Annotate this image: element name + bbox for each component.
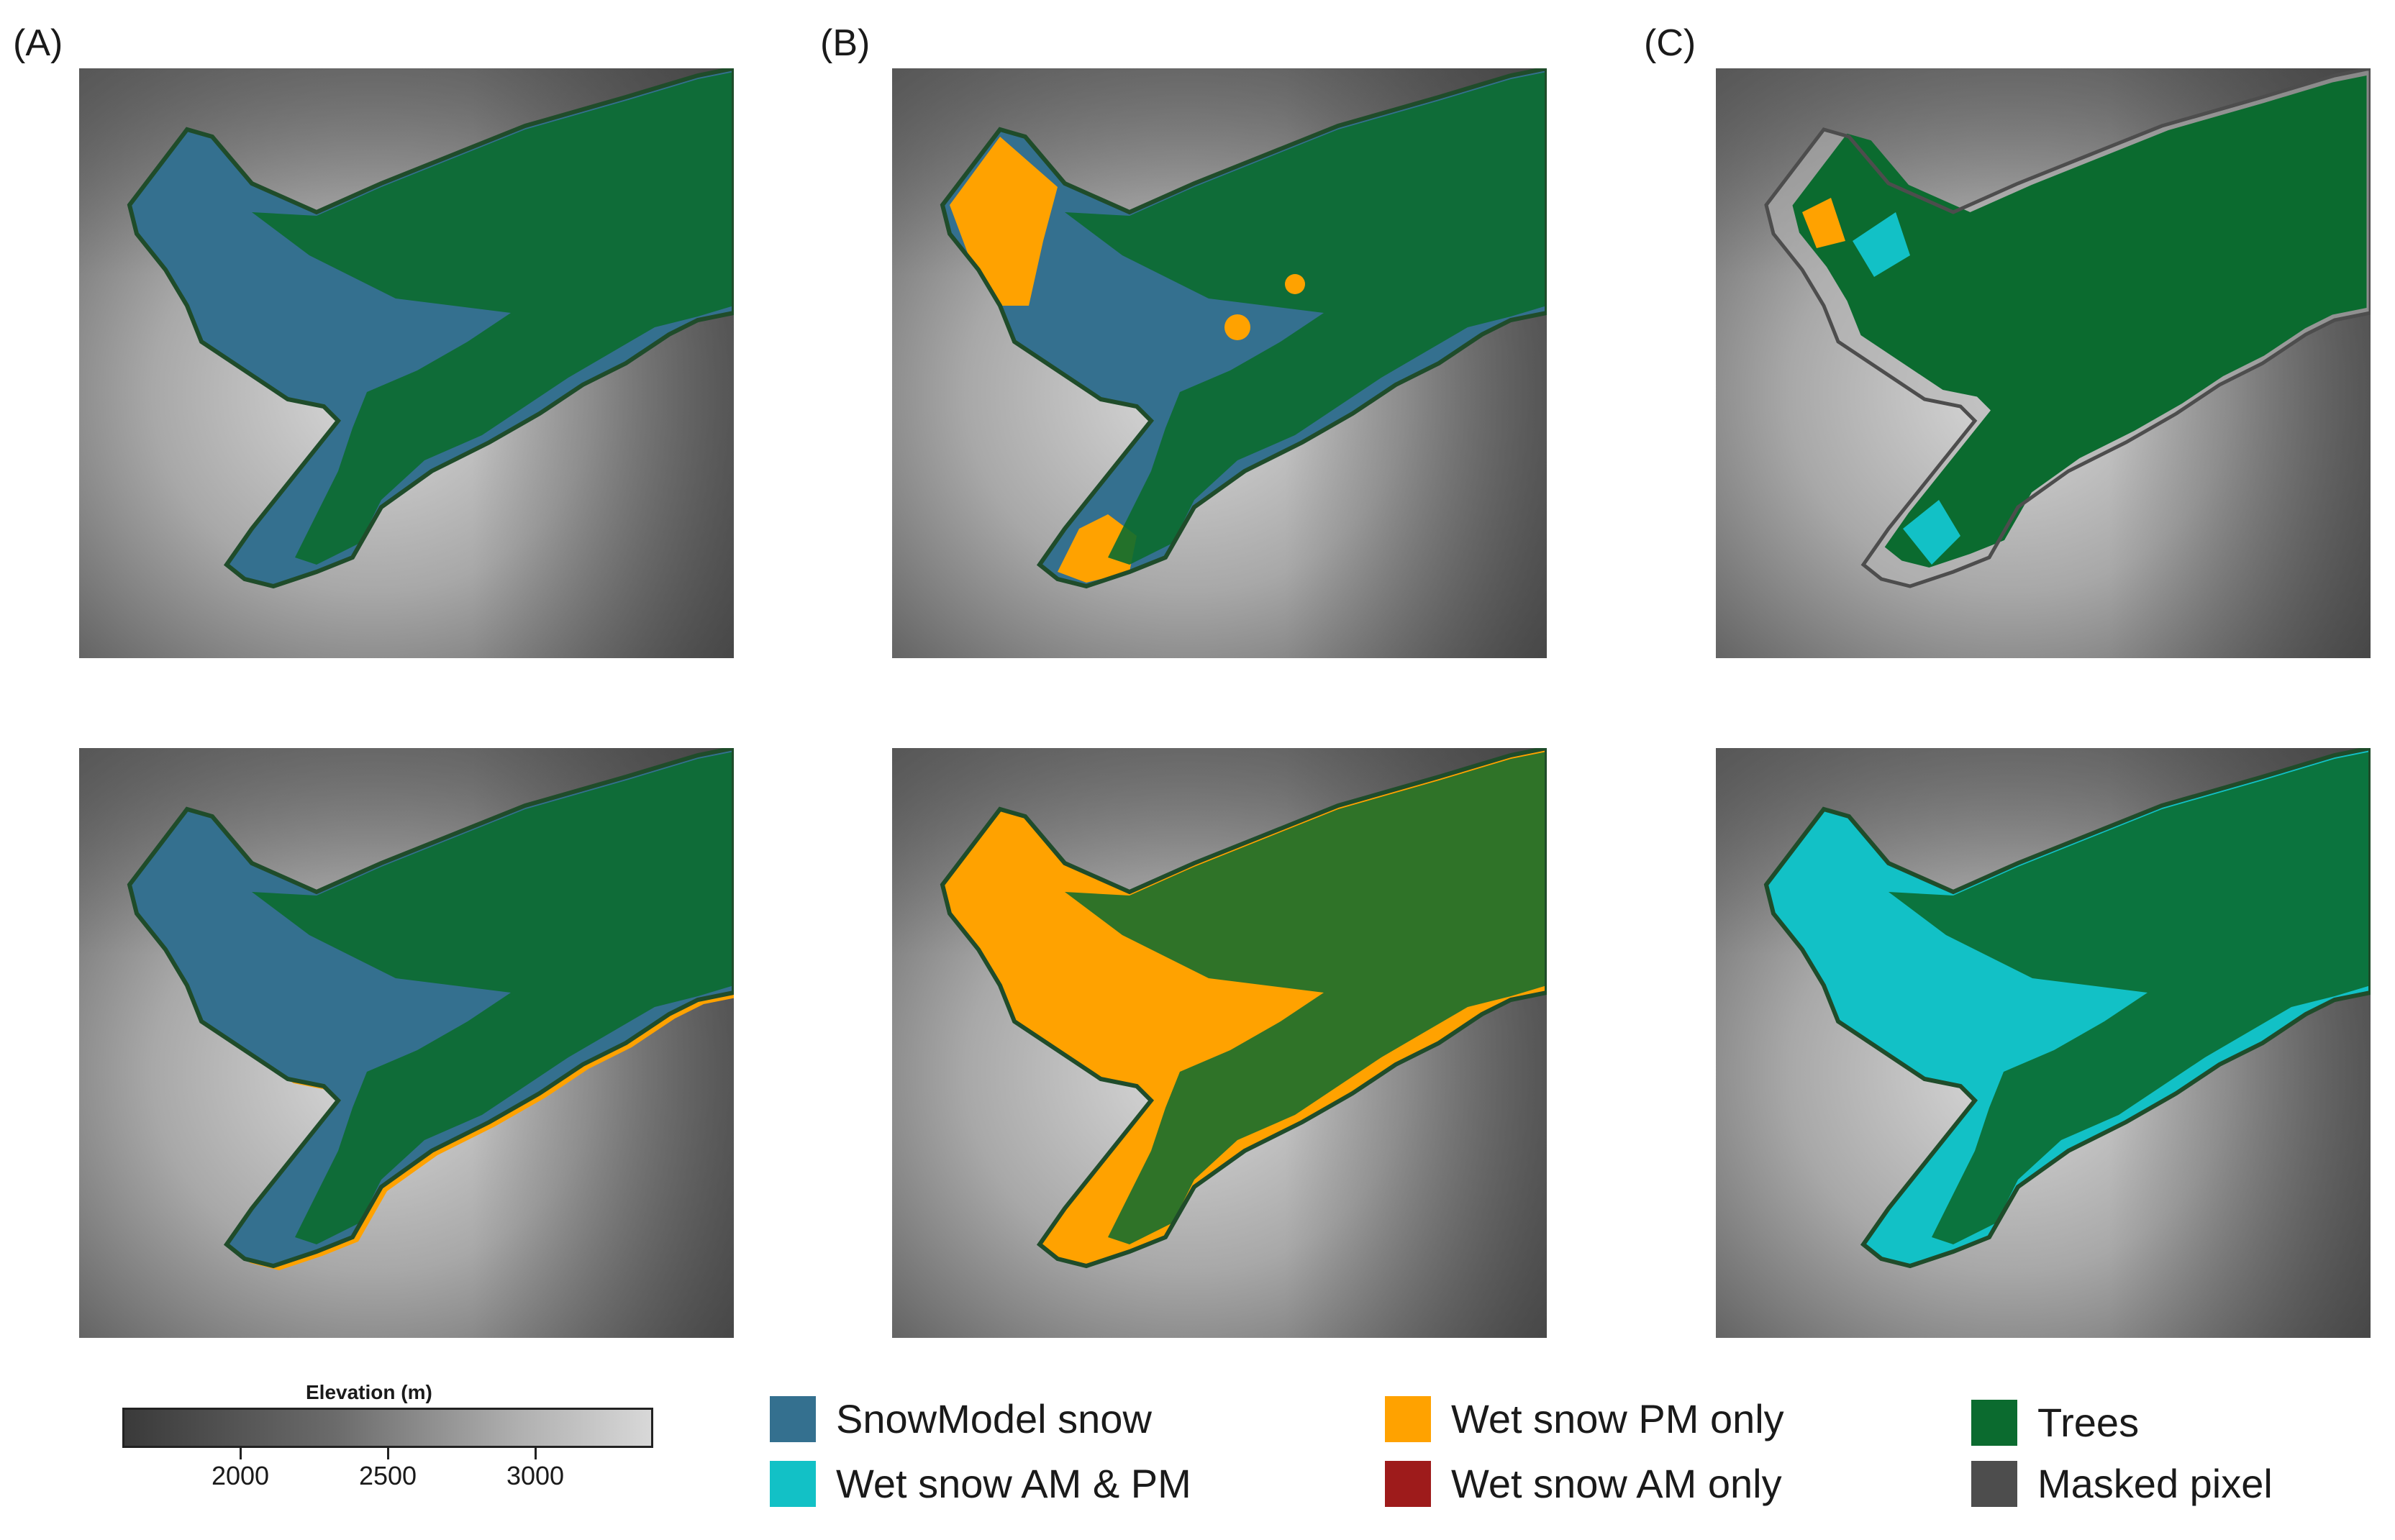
legend-item-trees: Trees bbox=[1971, 1399, 2139, 1446]
legend-label-wet-am-only: Wet snow AM only bbox=[1451, 1461, 1782, 1506]
colorbar-tick-label: 2000 bbox=[211, 1461, 270, 1490]
colorbar-title: Elevation (m) bbox=[306, 1381, 432, 1403]
legend-item-wet-pm-only: Wet snow PM only bbox=[1385, 1395, 1784, 1442]
colorbar-tick-label: 2500 bbox=[358, 1461, 417, 1490]
legend-item-wet-am-pm: Wet snow AM & PM bbox=[770, 1460, 1191, 1507]
legend-label-masked-pixel: Masked pixel bbox=[2037, 1461, 2273, 1506]
legend-swatch-wet-am-pm bbox=[770, 1460, 816, 1507]
map-row2-c bbox=[1716, 748, 2371, 1338]
legend-swatch-wet-pm-only bbox=[1385, 1395, 1431, 1442]
legend-label-wet-pm-only: Wet snow PM only bbox=[1451, 1396, 1784, 1441]
legend-swatch-masked-pixel bbox=[1971, 1460, 2017, 1507]
legend-swatch-trees bbox=[1971, 1399, 2017, 1446]
colorbar-tick bbox=[386, 1448, 389, 1459]
map-row1-a bbox=[79, 68, 734, 658]
panel-letter-b: (B) bbox=[820, 22, 871, 64]
map-row1-b bbox=[892, 68, 1547, 658]
map-row2-a bbox=[79, 748, 734, 1338]
panel-letter-c: (C) bbox=[1644, 22, 1696, 64]
colorbar-tick-label: 3000 bbox=[506, 1461, 565, 1490]
legend-label-snowmodel-snow: SnowModel snow bbox=[836, 1396, 1152, 1441]
colorbar-tick bbox=[534, 1448, 537, 1459]
map-row2-b bbox=[892, 748, 1547, 1338]
legend-item-snowmodel-snow: SnowModel snow bbox=[770, 1395, 1152, 1442]
legend-swatch-snowmodel-snow bbox=[770, 1395, 816, 1442]
panel-letter-a: (A) bbox=[13, 22, 63, 64]
legend-label-wet-am-pm: Wet snow AM & PM bbox=[836, 1461, 1191, 1506]
legend-swatch-wet-am-only bbox=[1385, 1460, 1431, 1507]
elevation-colorbar bbox=[122, 1408, 653, 1448]
legend-item-masked-pixel: Masked pixel bbox=[1971, 1460, 2273, 1507]
colorbar-tick bbox=[239, 1448, 242, 1459]
legend-label-trees: Trees bbox=[2037, 1400, 2140, 1445]
legend-item-wet-am-only: Wet snow AM only bbox=[1385, 1460, 1782, 1507]
map-row1-c bbox=[1716, 68, 2371, 658]
